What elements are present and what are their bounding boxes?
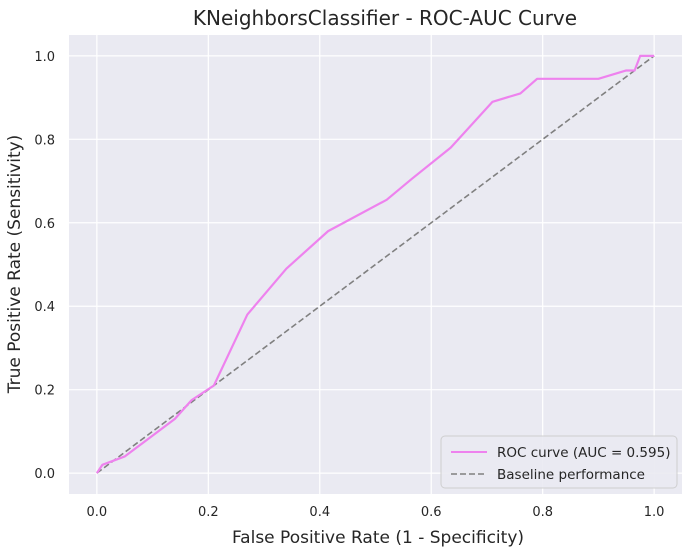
legend-box bbox=[440, 435, 678, 489]
x-tick-label: 0.0 bbox=[87, 505, 108, 520]
x-tick-labels: 0.0 0.2 0.4 0.6 0.8 1.0 bbox=[87, 505, 665, 520]
chart-title: KNeighborsClassifier - ROC-AUC Curve bbox=[193, 6, 577, 30]
baseline-series-line bbox=[96, 55, 655, 474]
y-tick-label: 0.6 bbox=[34, 217, 55, 232]
legend: ROC curve (AUC = 0.595) Baseline perform… bbox=[440, 435, 678, 489]
x-tick-label: 0.4 bbox=[309, 505, 330, 520]
series-layer bbox=[95, 54, 655, 474]
y-tick-label: 0.4 bbox=[34, 300, 55, 315]
y-axis-label: True Positive Rate (Sensitivity) bbox=[5, 135, 25, 395]
roc-series-line bbox=[95, 54, 655, 474]
y-tick-labels: 0.0 0.2 0.4 0.6 0.8 1.0 bbox=[34, 50, 55, 482]
x-tick-label: 0.6 bbox=[421, 505, 442, 520]
legend-label-baseline: Baseline performance bbox=[497, 467, 645, 483]
y-tick-label: 0.0 bbox=[34, 467, 55, 482]
grid bbox=[69, 35, 682, 494]
y-tick-label: 0.2 bbox=[34, 384, 55, 399]
x-tick-label: 0.8 bbox=[532, 505, 553, 520]
y-tick-label: 0.8 bbox=[34, 133, 55, 148]
y-tick-label: 1.0 bbox=[34, 50, 55, 65]
x-tick-label: 0.2 bbox=[198, 505, 219, 520]
x-axis-label: False Positive Rate (1 - Specificity) bbox=[232, 528, 524, 548]
legend-label-roc: ROC curve (AUC = 0.595) bbox=[497, 445, 670, 461]
x-tick-label: 1.0 bbox=[644, 505, 665, 520]
